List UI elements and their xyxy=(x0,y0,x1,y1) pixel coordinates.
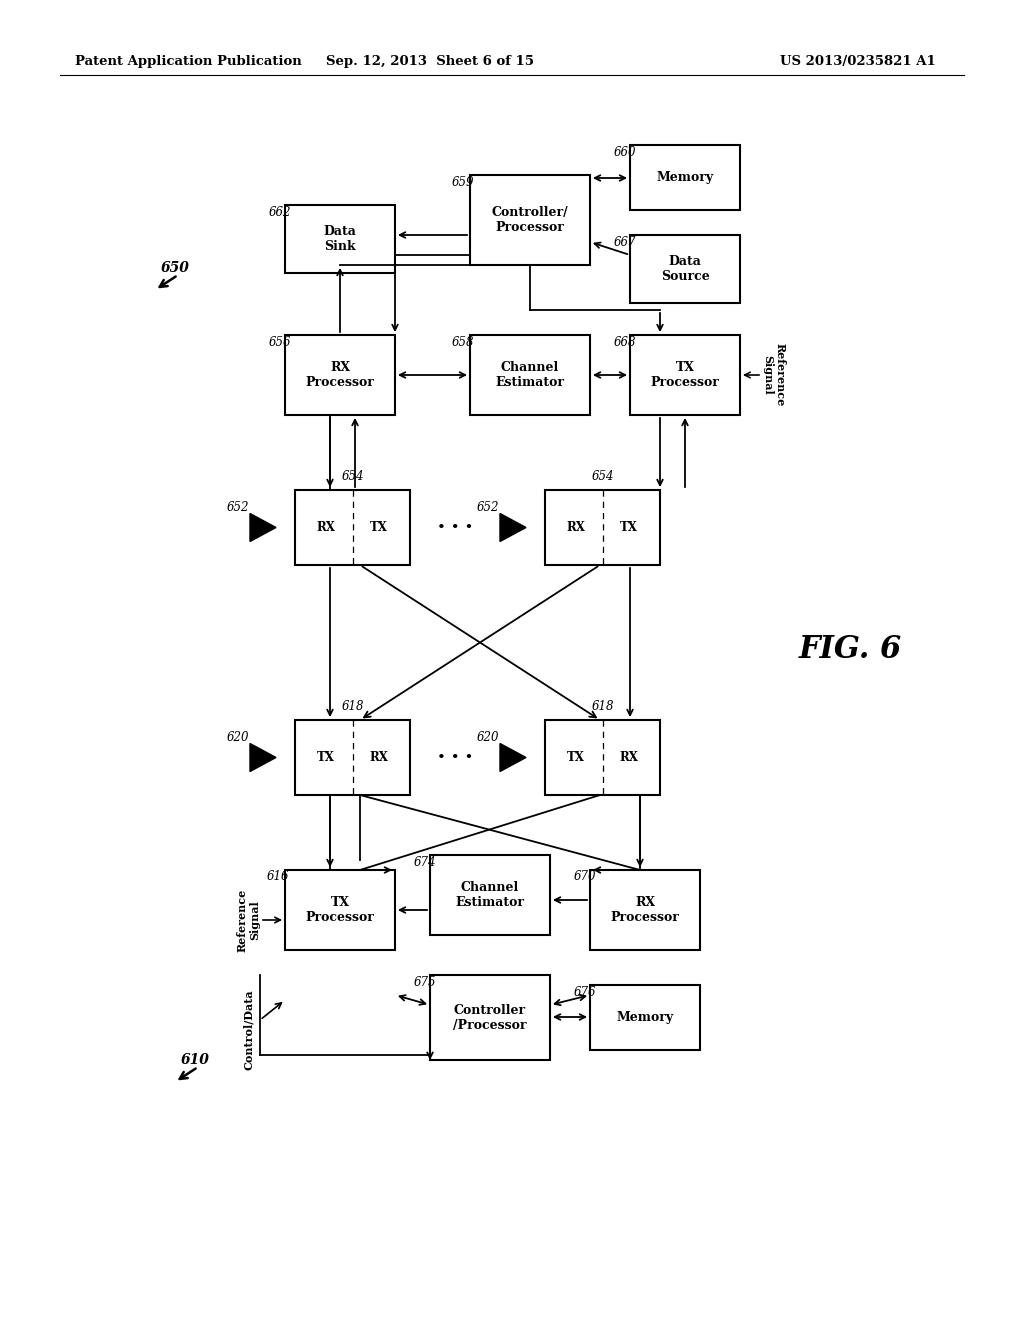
Polygon shape xyxy=(250,743,276,771)
Text: • • •: • • • xyxy=(437,751,473,764)
Text: 674: 674 xyxy=(414,855,436,869)
Text: TX: TX xyxy=(567,751,585,764)
Polygon shape xyxy=(250,513,276,541)
Text: 656: 656 xyxy=(268,335,291,348)
Text: Channel
Estimator: Channel Estimator xyxy=(456,880,524,909)
Text: 662: 662 xyxy=(268,206,291,219)
Bar xyxy=(430,975,550,1060)
Text: Memory: Memory xyxy=(616,1011,674,1024)
Text: Reference
Signal: Reference Signal xyxy=(237,888,260,952)
Text: TX: TX xyxy=(620,521,638,535)
Bar xyxy=(470,176,590,265)
Text: 618: 618 xyxy=(591,701,613,714)
Bar xyxy=(285,205,395,273)
Text: TX: TX xyxy=(317,751,335,764)
Text: Controller/
Processor: Controller/ Processor xyxy=(492,206,568,234)
Text: Memory: Memory xyxy=(656,172,714,183)
Text: Controller
/Processor: Controller /Processor xyxy=(454,1003,526,1031)
Text: RX
Processor: RX Processor xyxy=(305,360,375,389)
Text: 616: 616 xyxy=(266,870,289,883)
Text: 620: 620 xyxy=(477,731,500,744)
Text: Patent Application Publication: Patent Application Publication xyxy=(75,55,302,69)
Text: US 2013/0235821 A1: US 2013/0235821 A1 xyxy=(780,55,936,69)
Bar xyxy=(590,985,700,1049)
Bar xyxy=(430,855,550,935)
Text: 660: 660 xyxy=(613,145,636,158)
Bar xyxy=(630,145,740,210)
Text: 659: 659 xyxy=(452,176,474,189)
Text: 654: 654 xyxy=(341,470,364,483)
Text: 675: 675 xyxy=(414,975,436,989)
Bar xyxy=(295,490,410,565)
Text: 652: 652 xyxy=(226,502,249,513)
Text: Reference
Signal: Reference Signal xyxy=(762,343,785,407)
Bar xyxy=(545,719,660,795)
Text: Sep. 12, 2013  Sheet 6 of 15: Sep. 12, 2013 Sheet 6 of 15 xyxy=(326,55,534,69)
Text: TX: TX xyxy=(370,521,388,535)
Bar xyxy=(545,490,660,565)
Polygon shape xyxy=(500,513,526,541)
Polygon shape xyxy=(500,743,526,771)
Bar xyxy=(285,335,395,414)
Text: 652: 652 xyxy=(477,502,500,513)
Text: 610: 610 xyxy=(180,1053,210,1067)
Text: RX: RX xyxy=(370,751,388,764)
Text: Channel
Estimator: Channel Estimator xyxy=(496,360,564,389)
Bar xyxy=(470,335,590,414)
Text: Data
Source: Data Source xyxy=(660,255,710,282)
Text: 667: 667 xyxy=(613,235,636,248)
Text: 618: 618 xyxy=(341,701,364,714)
Text: 670: 670 xyxy=(573,870,596,883)
Bar xyxy=(590,870,700,950)
Text: TX
Processor: TX Processor xyxy=(305,896,375,924)
Bar xyxy=(285,870,395,950)
Text: 676: 676 xyxy=(573,986,596,998)
Bar xyxy=(630,235,740,304)
Text: 658: 658 xyxy=(452,335,474,348)
Text: 620: 620 xyxy=(226,731,249,744)
Text: Control/Data: Control/Data xyxy=(243,990,254,1071)
Text: 668: 668 xyxy=(613,335,636,348)
Text: RX
Processor: RX Processor xyxy=(610,896,680,924)
Bar xyxy=(630,335,740,414)
Text: 654: 654 xyxy=(591,470,613,483)
Text: FIG. 6: FIG. 6 xyxy=(799,635,901,665)
Bar xyxy=(295,719,410,795)
Text: 650: 650 xyxy=(161,261,189,275)
Text: TX
Processor: TX Processor xyxy=(650,360,720,389)
Text: RX: RX xyxy=(620,751,638,764)
Text: • • •: • • • xyxy=(437,520,473,535)
Text: Data
Sink: Data Sink xyxy=(324,224,356,253)
Text: RX: RX xyxy=(566,521,586,535)
Text: RX: RX xyxy=(316,521,336,535)
